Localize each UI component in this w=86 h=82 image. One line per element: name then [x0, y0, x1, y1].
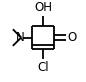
Text: O: O — [67, 31, 76, 44]
Text: OH: OH — [34, 1, 52, 14]
Text: N: N — [16, 31, 25, 44]
Text: Cl: Cl — [37, 61, 49, 74]
